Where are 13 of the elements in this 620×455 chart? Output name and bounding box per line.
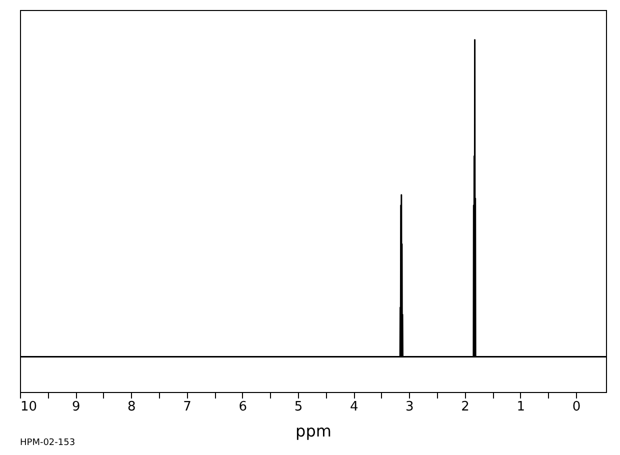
x-tick-label: 2 bbox=[461, 400, 470, 414]
x-axis-title: ppm bbox=[296, 422, 332, 440]
x-tick-label: 5 bbox=[294, 400, 303, 414]
x-tick-label: 10 bbox=[20, 400, 38, 414]
x-tick-label: 6 bbox=[238, 400, 248, 414]
x-tick-label: 7 bbox=[183, 400, 192, 414]
text: HPM-02-153 bbox=[20, 438, 76, 448]
x-tick-label: 0 bbox=[572, 400, 581, 414]
x-tick-label: 9 bbox=[72, 400, 80, 414]
x-tick-label: 4 bbox=[350, 400, 358, 414]
x-tick-label: 1 bbox=[516, 400, 526, 414]
x-tick-label: 3 bbox=[406, 400, 414, 414]
x-tick-label: 8 bbox=[128, 400, 136, 414]
